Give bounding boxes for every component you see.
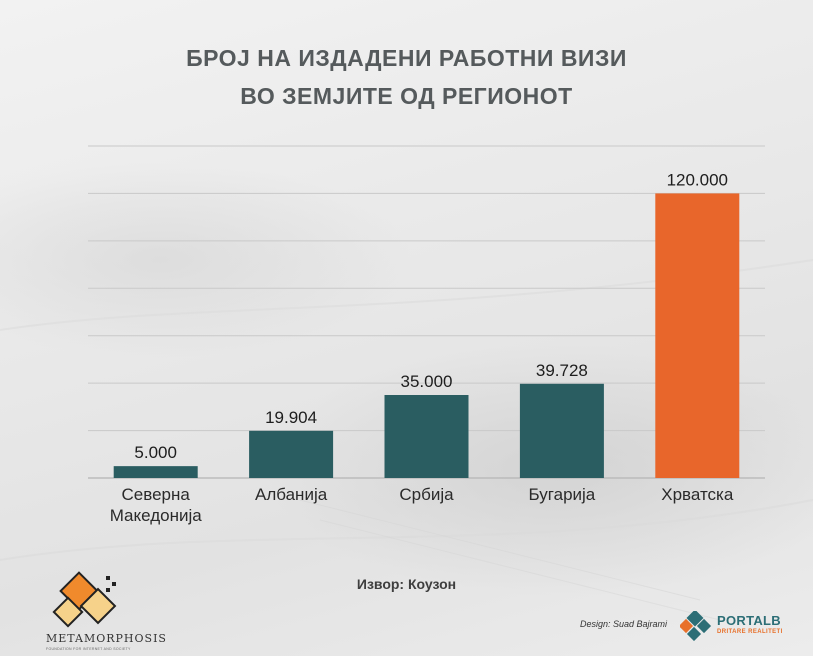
bar-value-label: 120.000 xyxy=(667,170,728,189)
metamorphosis-logo-name: METAMORPHOSIS xyxy=(46,632,167,645)
chart-title-line-2: ВО ЗЕМЈИТЕ ОД РЕГИОНОТ xyxy=(240,83,573,109)
bar xyxy=(655,193,740,478)
source-note: Извор: Коузон xyxy=(356,576,457,592)
metamorphosis-logo-subtitle: FOUNDATION FOR INTERNET AND SOCIETY xyxy=(46,647,131,651)
portalb-logo-name: PORTALB xyxy=(717,613,781,628)
bar-chart: 5.000 Северна Македонија 19.904 Албанија 35.0… xyxy=(88,145,765,525)
bar-value-label: 39.728 xyxy=(536,361,588,380)
x-tick-label: Бугарија xyxy=(529,485,596,504)
portalb-logo-tagline: DRITARE REALITETI xyxy=(717,629,783,635)
x-tick-label: Хрватска xyxy=(661,485,734,504)
bar-value-label: 19.904 xyxy=(265,408,317,427)
x-tick-label: Македонија xyxy=(110,506,203,525)
bar-value-label: 5.000 xyxy=(134,443,177,462)
bar xyxy=(249,430,334,478)
metamorphosis-logo-icon xyxy=(52,571,117,628)
bar xyxy=(384,395,469,478)
x-tick-label: Северна xyxy=(122,485,191,504)
bar xyxy=(519,383,604,478)
x-tick-label: Србија xyxy=(399,485,454,504)
x-tick-label: Албанија xyxy=(255,485,328,504)
bar xyxy=(113,466,198,478)
chart-title-line-1: БРОЈ НА ИЗДАДЕНИ РАБОТНИ ВИЗИ xyxy=(186,45,627,71)
bar-value-label: 35.000 xyxy=(401,372,453,391)
portalb-logo-icon xyxy=(678,609,712,642)
design-credit: Design: Suad Bajrami xyxy=(579,619,667,629)
metamorphosis-logo: METAMORPHOSIS FOUNDATION FOR INTERNET AN… xyxy=(46,570,166,654)
portalb-logo: PORTALB DRITARE REALITETI xyxy=(678,609,800,642)
